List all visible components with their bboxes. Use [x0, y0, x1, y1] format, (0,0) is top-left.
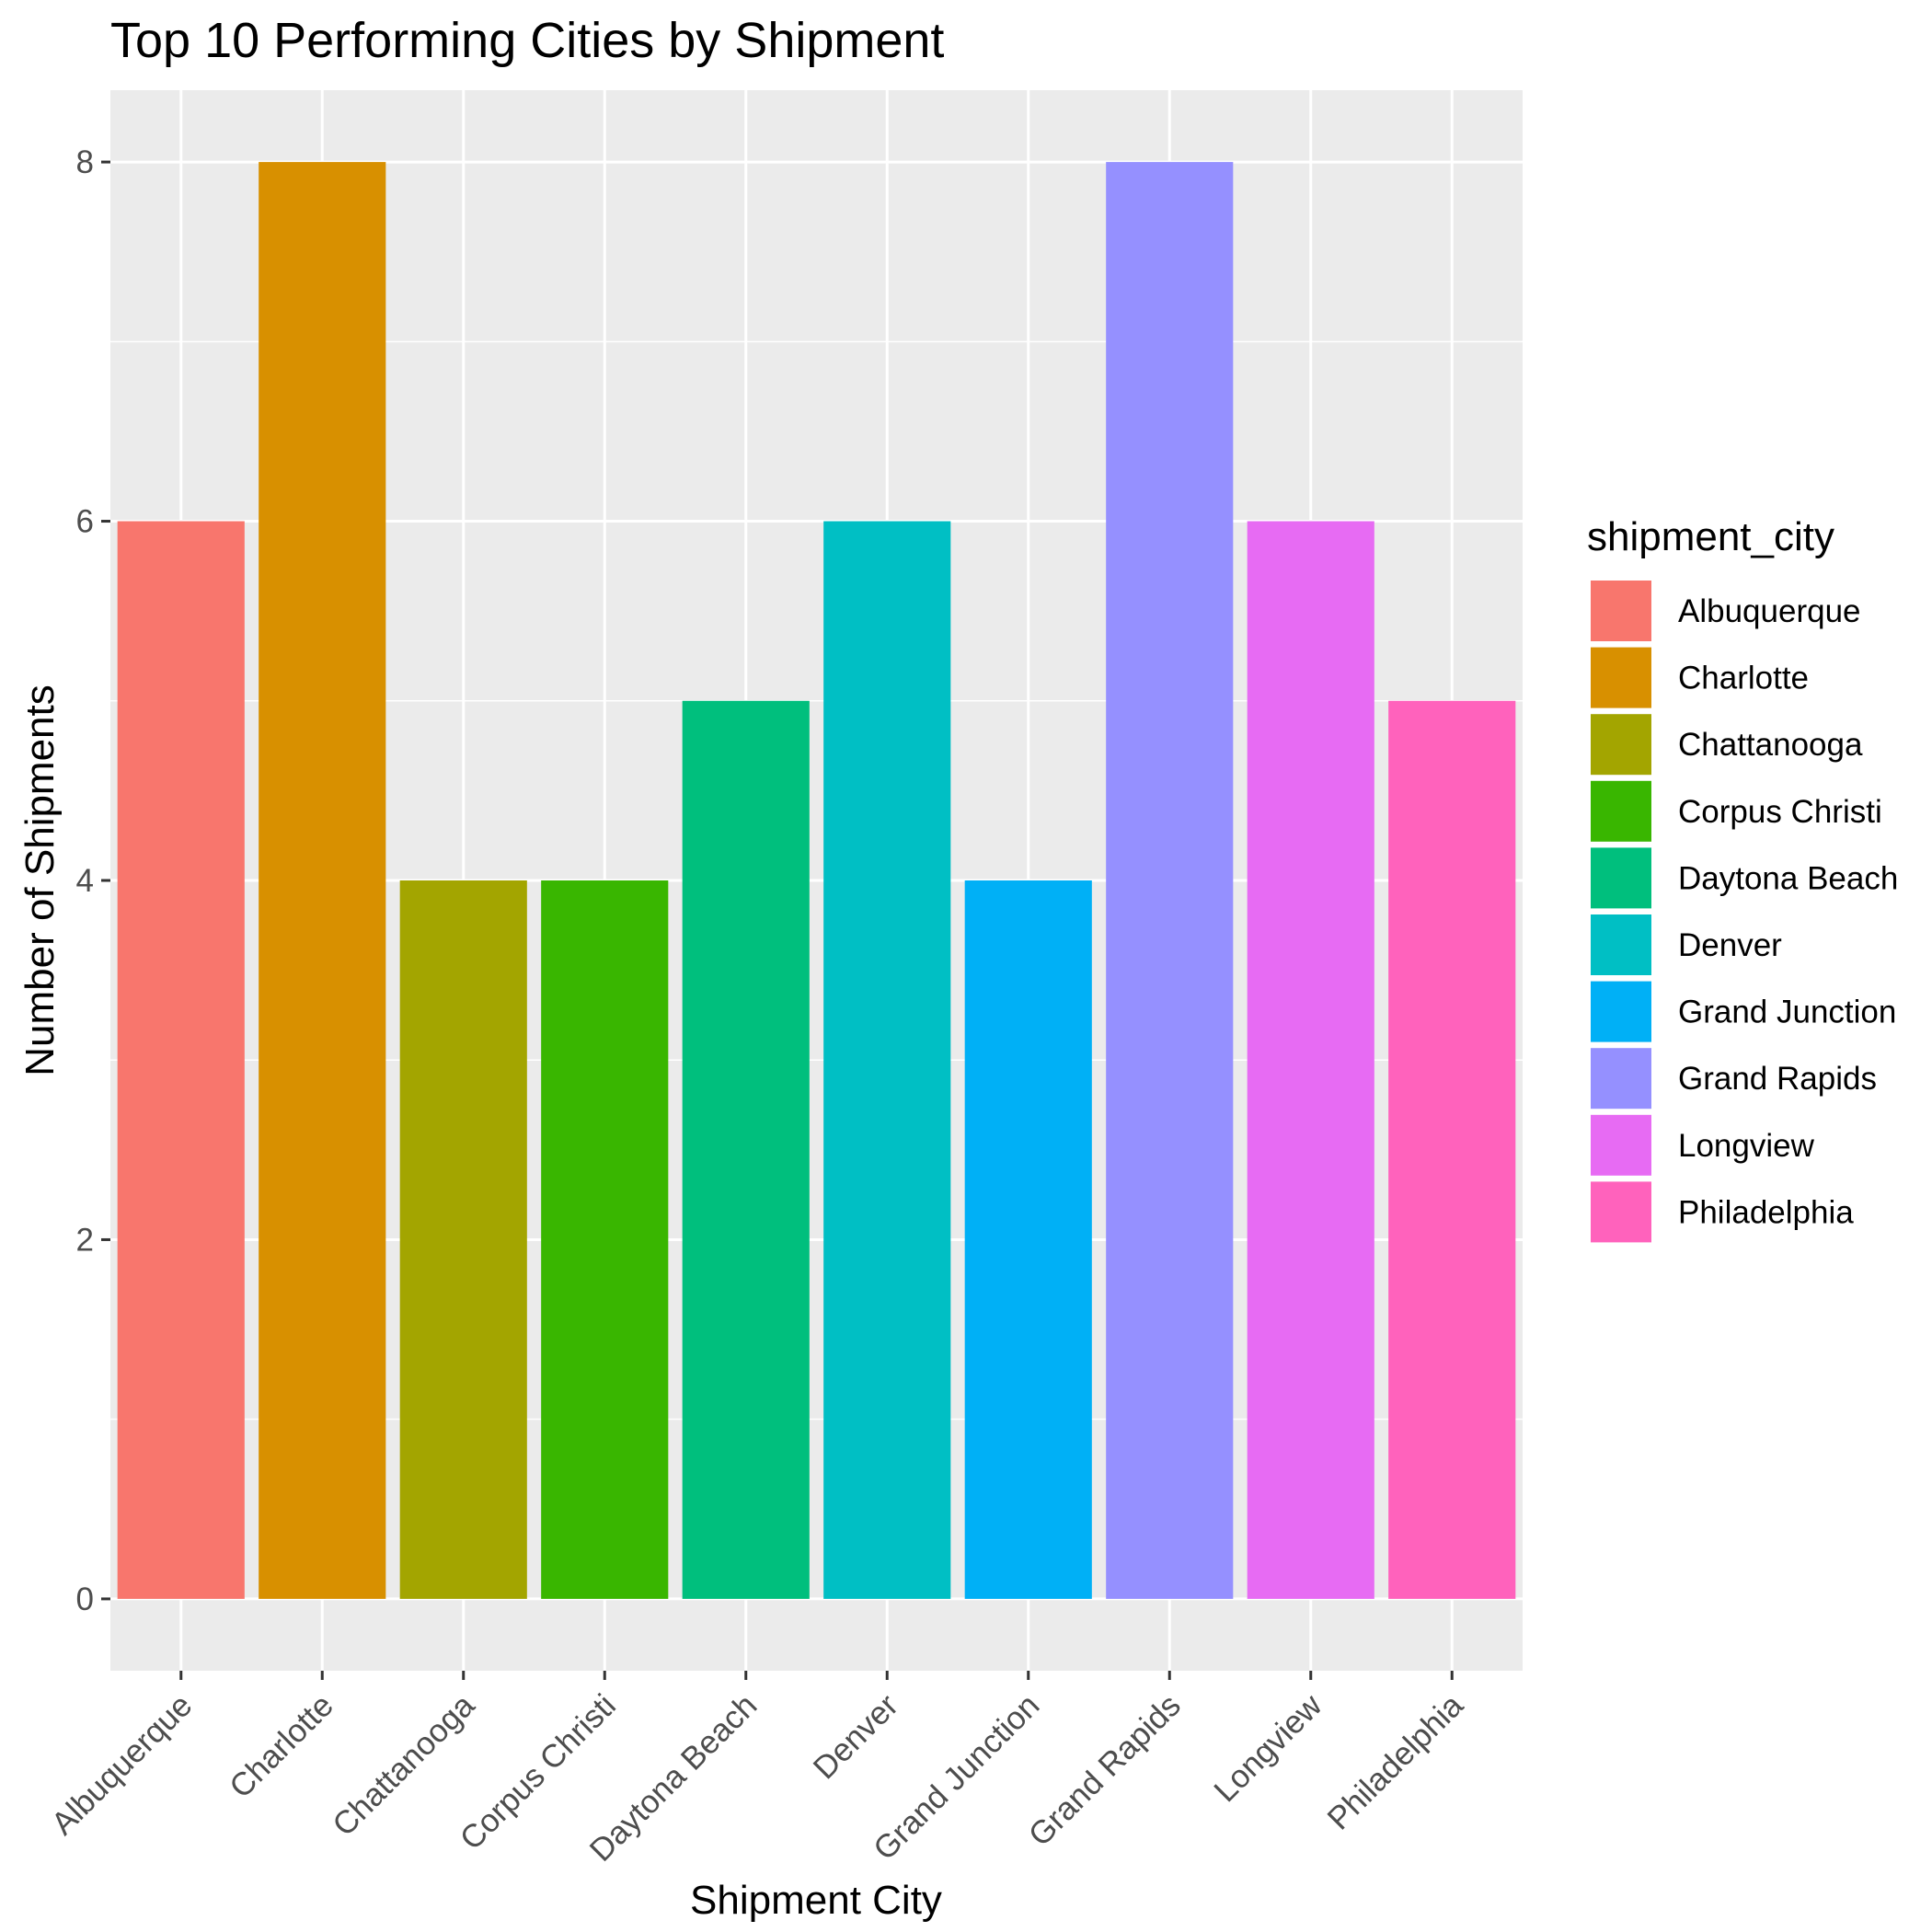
legend-key [1589, 778, 1653, 844]
legend-label: Charlotte [1678, 661, 1809, 696]
legend-label: Grand Junction [1678, 995, 1896, 1030]
y-tick-label: 0 [76, 1581, 94, 1617]
bar [1106, 162, 1234, 1599]
legend-key [1589, 1046, 1653, 1111]
bar [1388, 700, 1516, 1599]
legend-key [1589, 845, 1653, 911]
bar-series [117, 162, 1516, 1599]
legend-key [1589, 712, 1653, 777]
x-tick-label: Longview [1207, 1687, 1329, 1810]
legend-key [1589, 579, 1653, 643]
legend-label: Chattanooga [1678, 727, 1863, 763]
legend-label: Denver [1678, 927, 1782, 963]
legend-label: Longview [1678, 1128, 1815, 1164]
bar [964, 880, 1092, 1599]
y-tick-label: 8 [76, 144, 94, 180]
legend-key [1589, 1179, 1653, 1245]
x-axis-title: Shipment City [690, 1878, 942, 1923]
y-axis-title: Number of Shipments [17, 684, 63, 1076]
legend-label: Philadelphia [1678, 1194, 1854, 1230]
y-tick-label: 6 [76, 504, 94, 540]
bar [259, 162, 386, 1599]
chart-title: Top 10 Performing Cities by Shipment [110, 13, 944, 68]
legend-title: shipment_city [1587, 514, 1834, 559]
legend-label: Albuquerque [1678, 593, 1861, 629]
legend-key [1589, 1112, 1653, 1178]
legend: shipment_city Albuquerque Charlotte Chatta… [1587, 514, 1898, 1245]
bar [117, 521, 245, 1599]
x-tick-label: Charlotte [223, 1687, 340, 1805]
x-tick-label: Albuquerque [44, 1687, 199, 1842]
bar [399, 880, 527, 1599]
bar [1247, 521, 1374, 1599]
legend-key [1589, 913, 1653, 977]
legend-label: Corpus Christi [1678, 794, 1882, 830]
y-tick-label: 2 [76, 1222, 94, 1258]
bar [541, 880, 669, 1599]
x-tick-label: Grand Rapids [1022, 1687, 1188, 1853]
x-tick-label: Denver [807, 1687, 906, 1787]
bar [682, 700, 810, 1599]
x-tick-label: Chattanooga [326, 1687, 482, 1844]
bar [823, 521, 951, 1599]
legend-label: Grand Rapids [1678, 1061, 1877, 1097]
y-tick-label: 4 [76, 863, 94, 899]
x-tick-label: Philadelphia [1320, 1687, 1470, 1837]
y-axis: 0 2 4 6 8 [76, 144, 110, 1617]
legend-key [1589, 645, 1653, 710]
legend-label: Daytona Beach [1678, 860, 1898, 896]
legend-key [1589, 979, 1653, 1044]
